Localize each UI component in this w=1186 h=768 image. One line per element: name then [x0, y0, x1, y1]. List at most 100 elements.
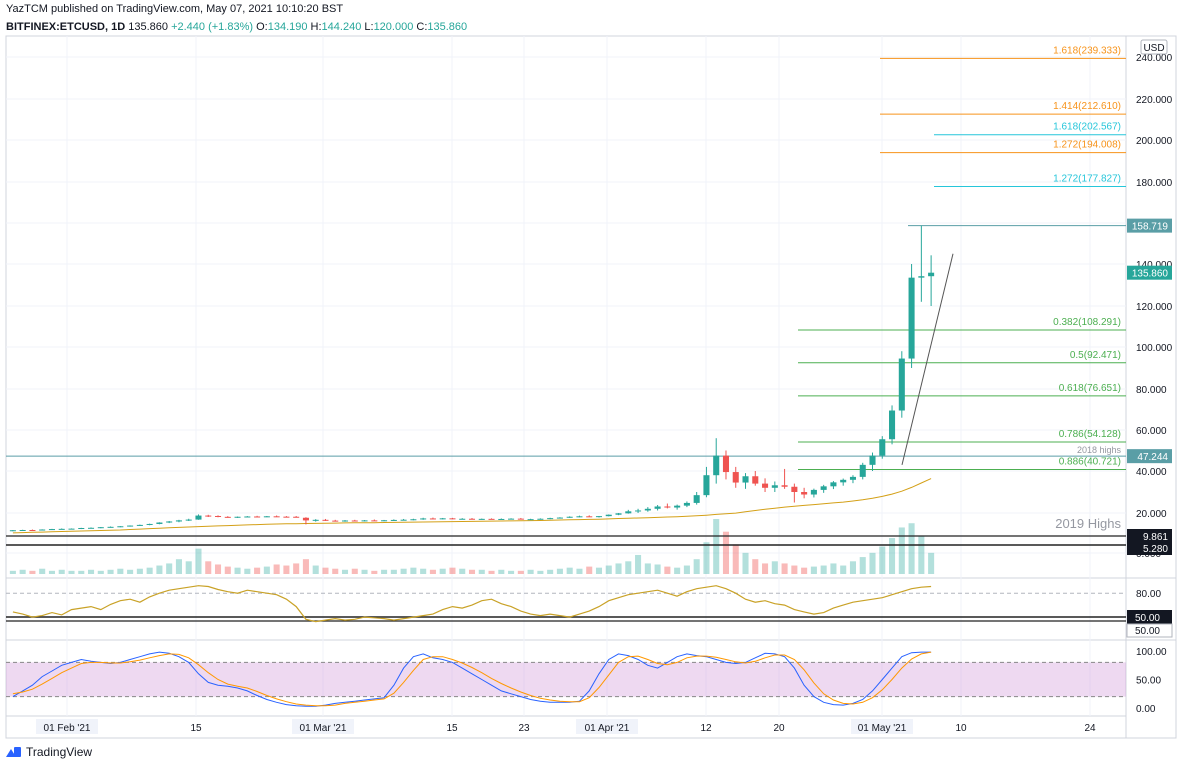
stoch-d-line: [12, 651, 932, 707]
time-tick-label: 01 Mar '21: [300, 723, 347, 734]
candle-body: [39, 529, 46, 531]
volume-bar: [97, 570, 104, 574]
price-label-text: 47.244: [1137, 452, 1168, 463]
candle-body: [586, 516, 593, 518]
volume-bar: [918, 535, 925, 574]
candle-body: [381, 520, 388, 522]
price-label-text: 9.861: [1143, 532, 1168, 543]
candle-body: [488, 518, 495, 520]
volume-bar: [185, 561, 192, 574]
fib-label: 1.272(194.008): [1053, 140, 1121, 151]
volume-bar: [771, 561, 778, 574]
fib-label: 1.618(239.333): [1053, 45, 1121, 56]
candle-body: [117, 526, 124, 528]
candle-body: [273, 516, 280, 518]
volume-bar: [429, 569, 436, 574]
price-tick-label: 120.000: [1136, 302, 1173, 313]
candle-body: [762, 483, 769, 488]
volume-bar: [283, 565, 290, 574]
price-label-box: [1127, 541, 1172, 555]
candles: [9, 225, 935, 532]
candle-body: [19, 529, 26, 531]
volume-bar: [400, 568, 407, 574]
volume-bar: [517, 570, 524, 574]
candle-body: [459, 518, 466, 520]
tradingview-logo[interactable]: TradingView: [6, 745, 92, 759]
candle-body: [136, 524, 143, 526]
candle-body: [527, 519, 534, 521]
volume-bar: [928, 552, 935, 574]
candle-body: [254, 516, 261, 518]
volume-bar: [859, 557, 866, 574]
candle-body: [156, 522, 163, 524]
volume-bar: [48, 570, 55, 574]
stoch-tick-label: 50.00: [1136, 676, 1161, 687]
candle-body: [175, 520, 182, 522]
volume-bar: [312, 565, 319, 574]
volume-bar: [195, 548, 202, 574]
price-axis[interactable]: 240.000220.000200.000180.000160.000140.0…: [1127, 39, 1173, 560]
volume-bar: [879, 546, 886, 574]
candle-body: [498, 518, 505, 520]
volume-bar: [273, 564, 280, 574]
rsi-line: [12, 585, 932, 623]
stoch-tick-label: 100.00: [1136, 647, 1167, 658]
candle-body: [400, 519, 407, 521]
candle-body: [908, 277, 915, 359]
candle-body: [166, 521, 173, 523]
price-tick-label: 60.000: [1136, 426, 1167, 437]
symbol-label[interactable]: BITFINEX:ETCUSD, 1D: [6, 21, 126, 33]
candle-body: [654, 506, 661, 509]
price-label-box: [1127, 218, 1172, 233]
candle-body: [517, 518, 524, 520]
volume-bar: [869, 552, 876, 574]
candle-body: [107, 526, 114, 528]
candle-body: [322, 519, 329, 521]
volume-bar: [410, 567, 417, 574]
volume-bar: [801, 567, 808, 574]
candle-body: [889, 410, 896, 440]
volume-bar: [39, 568, 46, 574]
price-tick-label: 20.000: [1136, 509, 1167, 520]
volume-bar: [341, 569, 349, 574]
volume-bar: [498, 569, 505, 574]
volume-bar: [722, 531, 730, 574]
candle-body: [849, 476, 856, 480]
candle-body: [615, 513, 622, 515]
volume-bar: [322, 567, 329, 574]
annotation-2018-highs: 2018 highs: [1077, 445, 1122, 455]
candle-body: [58, 528, 65, 530]
annotations: 2018 highs 2019 Highs: [1055, 445, 1121, 531]
volume-bar: [175, 559, 182, 574]
volume-bar: [703, 542, 710, 574]
candle-body: [371, 520, 378, 522]
time-axis[interactable]: 01 Feb '21 15 01 Mar '21 15 23 01 Apr '21 12 20…: [36, 719, 1096, 734]
candle-body: [771, 485, 778, 488]
volume-bar: [214, 564, 222, 574]
volume-bar: [361, 569, 368, 574]
time-tick-box: [292, 719, 354, 734]
fib-label: 1.618(202.567): [1053, 122, 1121, 133]
time-tick-box: [576, 719, 638, 734]
price-label-box: [1127, 449, 1172, 464]
rsi-pane: 80.00 50.00 50.00: [6, 585, 1173, 638]
price-tick-label: 180.000: [1136, 178, 1173, 189]
candle-body: [293, 516, 300, 518]
candle-body: [68, 528, 75, 530]
candle-body: [410, 519, 417, 521]
rsi-value-text-2: 50.00: [1135, 626, 1160, 637]
volume-bar: [244, 568, 251, 574]
volume-bar: [830, 563, 837, 574]
candle-body: [97, 527, 104, 529]
price-tick-label: 240.000: [1136, 53, 1173, 64]
trendline[interactable]: [901, 253, 954, 465]
candle-body: [595, 516, 603, 518]
volume-bar: [781, 563, 788, 574]
candle-body: [302, 517, 309, 521]
candle-body: [879, 439, 886, 456]
volume-bar: [68, 570, 75, 574]
volume-bar: [371, 570, 378, 574]
candle-body: [869, 455, 876, 465]
time-tick-label: 24: [1084, 723, 1096, 734]
